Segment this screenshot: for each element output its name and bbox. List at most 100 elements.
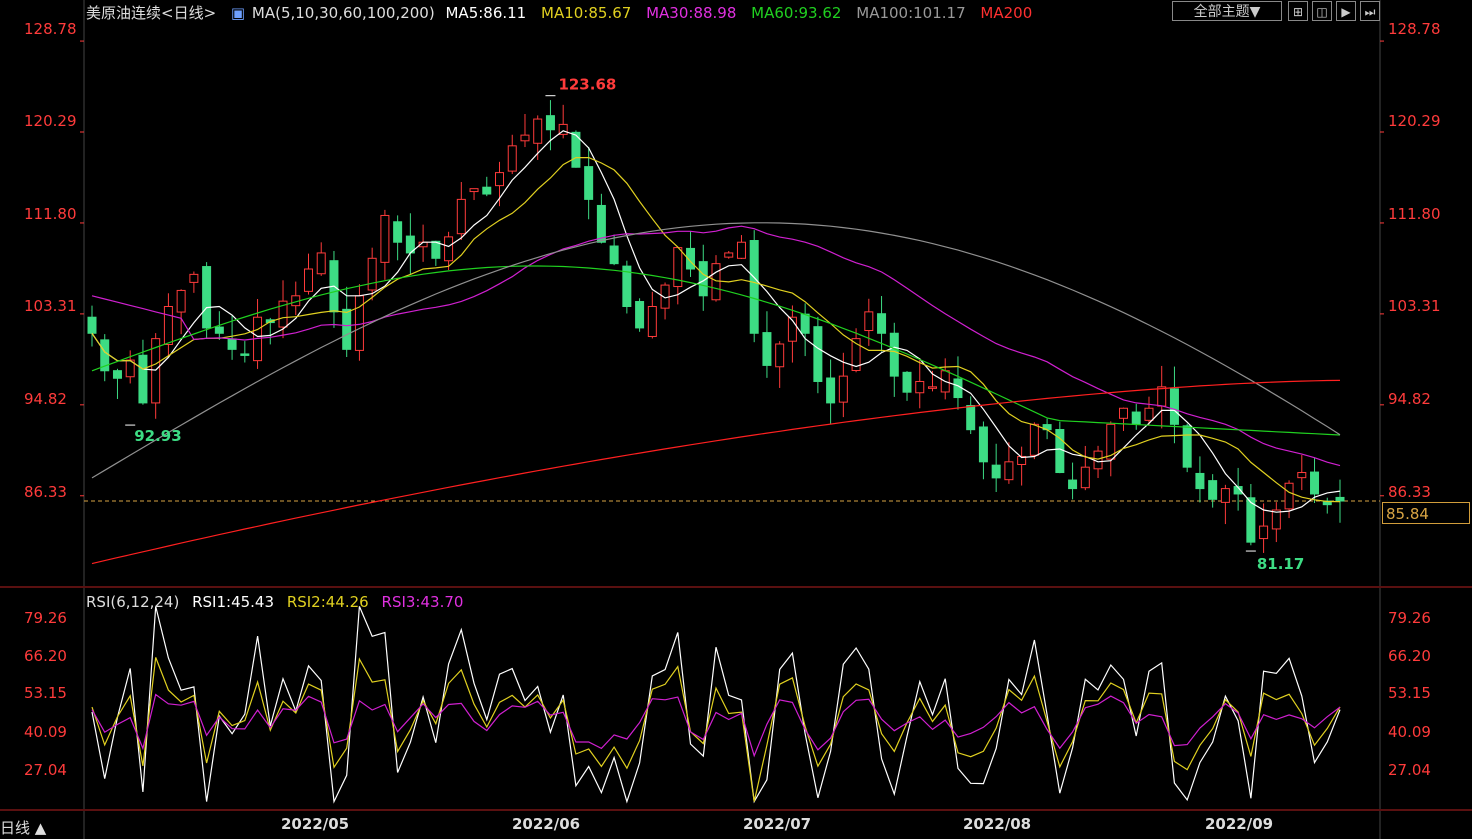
candle-body xyxy=(647,306,657,337)
candle-body xyxy=(1029,423,1039,456)
candle-body xyxy=(176,289,186,313)
candle-body xyxy=(1119,407,1129,419)
candle-body xyxy=(533,118,543,144)
candle-body xyxy=(1233,486,1243,495)
candle-body xyxy=(915,380,925,394)
candle-body xyxy=(877,313,887,334)
rsi-axis-label-right: 79.26 xyxy=(1388,609,1431,627)
rsi-axis-label-left: 40.09 xyxy=(24,723,67,741)
x-axis-label: 2022/07 xyxy=(743,815,812,833)
candle-body xyxy=(151,338,161,404)
ma30-value: MA30:88.98 xyxy=(646,4,737,22)
ma200-line xyxy=(91,379,1341,565)
candle-body xyxy=(889,332,899,377)
candle-body xyxy=(202,266,212,329)
price-axis-label-right: 103.31 xyxy=(1388,297,1441,315)
rsi3-line xyxy=(91,693,1341,758)
candle-body xyxy=(851,338,861,371)
candle-body xyxy=(991,464,1001,479)
rsi-axis-label-left: 27.04 xyxy=(24,761,67,779)
low-label-left: 92.93 xyxy=(134,427,181,445)
rsi3-value: RSI3:43.70 xyxy=(381,593,464,611)
candle-body xyxy=(1169,388,1179,425)
candle-body xyxy=(1004,461,1014,481)
candle-body xyxy=(393,221,403,243)
candle-body xyxy=(456,198,466,235)
ma-icon[interactable]: ▣ xyxy=(230,4,246,22)
price-axis-label-right: 94.82 xyxy=(1388,390,1431,408)
candle-body xyxy=(838,375,848,403)
candle-body xyxy=(1106,423,1116,460)
ma100-value: MA100:101.17 xyxy=(856,4,966,22)
candle-body xyxy=(609,245,619,265)
rsi-label: RSI(6,12,24) xyxy=(86,593,180,611)
layout-icon[interactable]: ◫ xyxy=(1312,1,1332,21)
candle-body xyxy=(1310,471,1320,495)
candle-body xyxy=(278,300,288,328)
rsi-axis-label-right: 53.15 xyxy=(1388,684,1431,702)
ma60-line xyxy=(91,265,1341,436)
candle-body xyxy=(584,166,594,200)
candle-body xyxy=(927,386,937,389)
x-axis-label: 2022/06 xyxy=(512,815,581,833)
ma60-value: MA60:93.62 xyxy=(751,4,842,22)
rsi-axis-label-left: 79.26 xyxy=(24,609,67,627)
candle-body xyxy=(978,426,988,463)
candle-body xyxy=(444,236,454,262)
x-axis-label: 2022/08 xyxy=(963,815,1032,833)
theme-dropdown[interactable]: 全部主题▼ xyxy=(1172,1,1282,21)
ma100-line xyxy=(91,222,1341,479)
period-selector[interactable]: 日线 ▲ xyxy=(0,819,47,837)
candle-body xyxy=(303,268,313,292)
rsi-axis-label-right: 27.04 xyxy=(1388,761,1431,779)
candle-body xyxy=(189,273,199,283)
candle-body xyxy=(138,354,148,404)
candle-body xyxy=(112,370,122,379)
candle-body xyxy=(826,377,836,404)
price-axis-label-right: 111.80 xyxy=(1388,205,1441,223)
low-label-right: 81.17 xyxy=(1257,555,1304,573)
candle-body xyxy=(342,308,352,350)
rsi-axis-label-left: 53.15 xyxy=(24,684,67,702)
instrument-title[interactable]: 美原油连续<日线> xyxy=(86,4,217,22)
ma5-value: MA5:86.11 xyxy=(445,4,527,22)
candle-body xyxy=(1259,525,1269,540)
candle-body xyxy=(813,326,823,382)
candle-body xyxy=(622,265,632,307)
price-axis-label-left: 128.78 xyxy=(24,20,77,38)
candle-body xyxy=(787,316,797,342)
price-axis-label-right: 120.29 xyxy=(1388,112,1441,130)
candle-body xyxy=(966,405,976,431)
candle-body xyxy=(367,257,377,291)
candle-body xyxy=(1297,472,1307,479)
candle-body xyxy=(711,263,721,301)
ma10-line xyxy=(91,157,1341,503)
candle-body xyxy=(686,247,696,270)
rsi-axis-label-right: 66.20 xyxy=(1388,647,1431,665)
fast-forward-icon[interactable]: ⏭ xyxy=(1360,1,1380,21)
rsi2-value: RSI2:44.26 xyxy=(286,593,369,611)
candle-body xyxy=(1208,480,1218,500)
play-icon[interactable]: ▶ xyxy=(1336,1,1356,21)
ma30-line xyxy=(91,225,1341,467)
candle-body xyxy=(1220,488,1230,503)
x-axis-label: 2022/05 xyxy=(281,815,350,833)
candle-body xyxy=(87,316,97,334)
candle-body xyxy=(775,343,785,368)
candle-body xyxy=(495,172,505,187)
candle-body xyxy=(1093,450,1103,470)
candle-body xyxy=(1271,509,1281,530)
candle-body xyxy=(482,186,492,195)
grid-icon[interactable]: ⊞ xyxy=(1288,1,1308,21)
ma5-line xyxy=(91,130,1341,513)
candle-body xyxy=(902,371,912,393)
rsi-axis-label-left: 66.20 xyxy=(24,647,67,665)
candle-body xyxy=(1335,496,1345,502)
rsi2-line xyxy=(91,657,1341,802)
candle-body xyxy=(1157,386,1167,407)
candle-body xyxy=(1080,466,1090,489)
current-price-tag: 85.84 xyxy=(1382,502,1470,524)
candle-body xyxy=(571,131,581,168)
candle-body xyxy=(749,240,759,334)
